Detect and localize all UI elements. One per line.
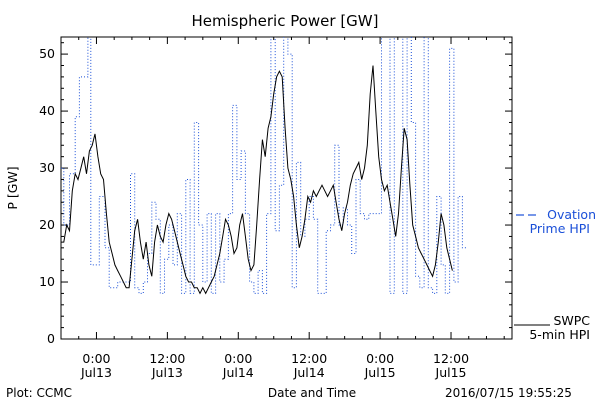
x-tick-date-3: Jul14 — [293, 365, 325, 380]
legend-ovation-label-1: Ovation — [547, 207, 596, 222]
y-tick-label-3: 30 — [39, 160, 55, 175]
y-axis-label: P [GW] — [5, 166, 20, 209]
x-tick-time-1: 12:00 — [149, 351, 185, 366]
y-tick-label-5: 50 — [39, 46, 55, 61]
x-tick-date-4: Jul15 — [364, 365, 396, 380]
plot-credit: Plot: CCMC — [6, 386, 72, 400]
x-tick-date-2: Jul14 — [222, 365, 254, 380]
x-tick-time-3: 12:00 — [291, 351, 327, 366]
x-tick-time-5: 12:00 — [433, 351, 469, 366]
y-tick-label-2: 20 — [39, 217, 55, 232]
legend-ovation-label-2: Prime HPI — [530, 221, 590, 236]
x-axis-label: Date and Time — [268, 386, 356, 400]
chart-title: Hemispheric Power [GW] — [192, 12, 379, 30]
series-swpc-line — [61, 65, 453, 295]
series-ovation-prime-line — [61, 37, 467, 294]
legend-swpc-label-2: 5-min HPI — [529, 327, 590, 342]
timestamp: 2016/07/15 19:55:25 — [445, 386, 572, 400]
x-tick-time-0: 0:00 — [82, 351, 110, 366]
y-tick-label-1: 10 — [39, 274, 55, 289]
x-tick-time-2: 0:00 — [224, 351, 252, 366]
x-tick-time-4: 0:00 — [366, 351, 394, 366]
y-tick-label-4: 40 — [39, 103, 55, 118]
plot-area-frame — [60, 36, 513, 340]
legend-swpc-label-1: SWPC — [553, 313, 590, 328]
x-tick-date-1: Jul13 — [151, 365, 183, 380]
x-tick-date-5: Jul15 — [435, 365, 467, 380]
y-tick-label-0: 0 — [47, 331, 55, 346]
x-tick-date-0: Jul13 — [80, 365, 112, 380]
